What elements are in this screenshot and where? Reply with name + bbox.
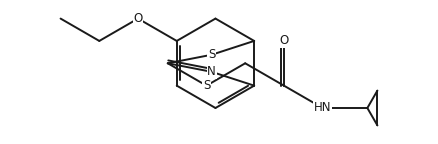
Text: S: S — [203, 79, 210, 92]
Text: N: N — [207, 65, 216, 78]
Text: O: O — [279, 34, 289, 47]
Text: HN: HN — [314, 102, 332, 114]
Text: S: S — [208, 48, 215, 61]
Text: O: O — [134, 12, 143, 25]
